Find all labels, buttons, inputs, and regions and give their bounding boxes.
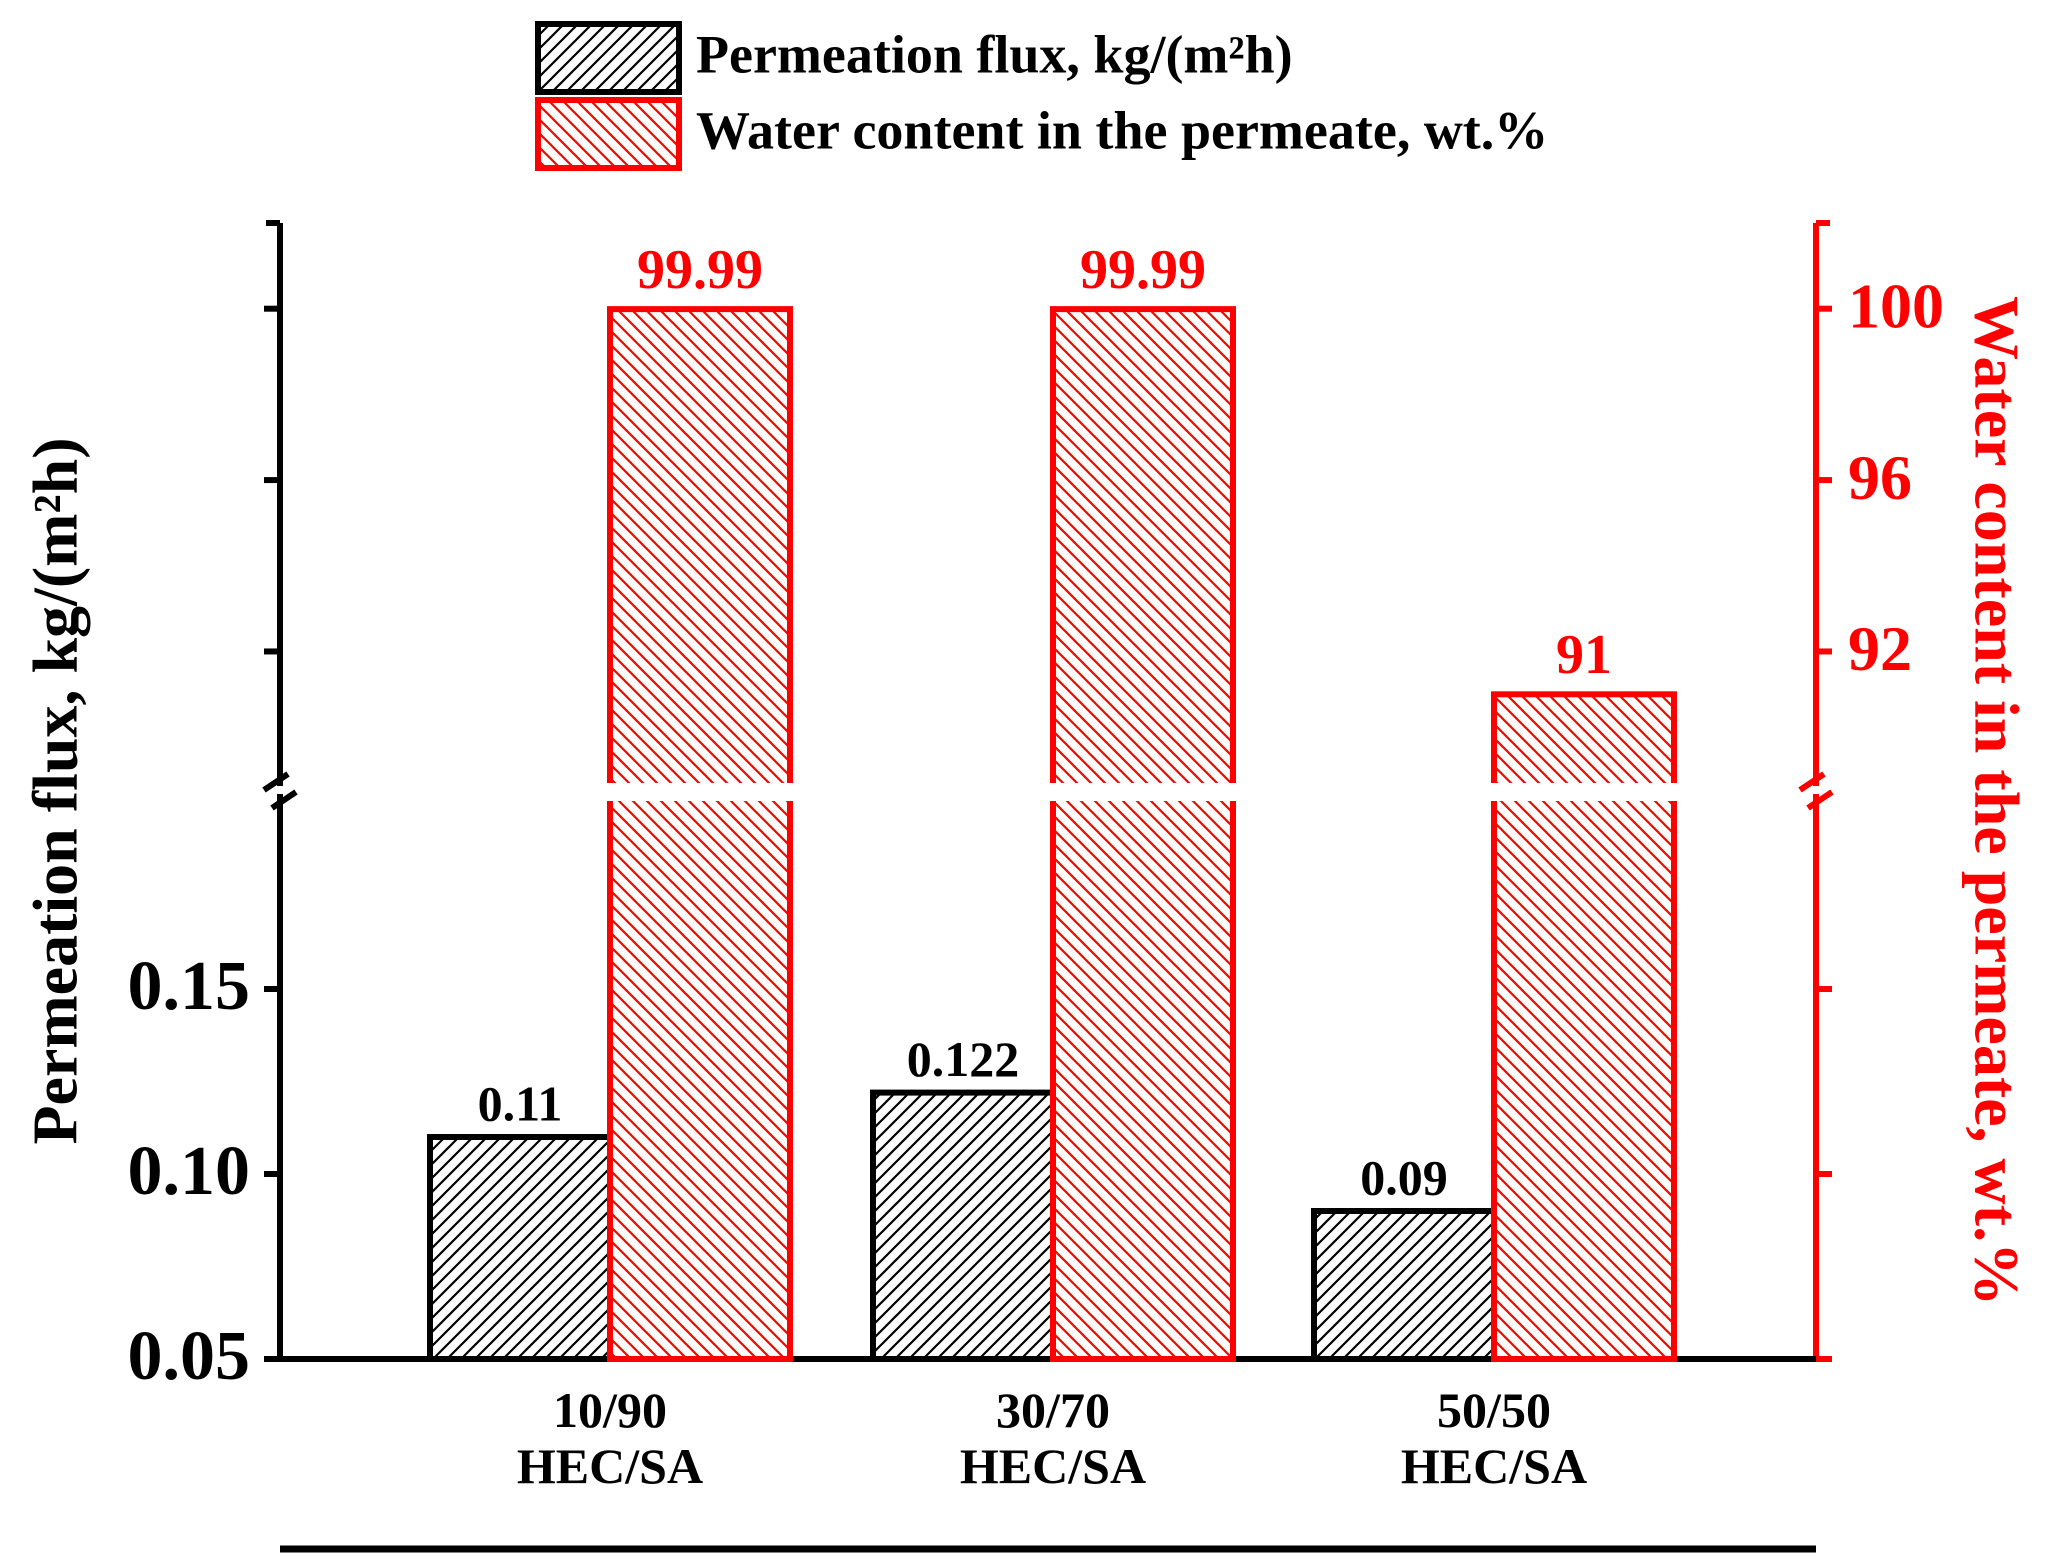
y2-tick-label: 92 xyxy=(1848,613,1912,684)
y2-tick-label: 96 xyxy=(1848,442,1912,513)
value-label: 0.11 xyxy=(478,1075,563,1131)
y2-axis-title: Water content in the permeate, wt.% xyxy=(1961,296,2032,1306)
bar-break-gap xyxy=(1047,783,1239,801)
bar xyxy=(870,1089,1056,1362)
x-tick-label: 30/70 HEC/SA xyxy=(959,1382,1147,1494)
bar-break-gap xyxy=(604,783,796,801)
x-tick-label: 50/50 HEC/SA xyxy=(1400,1382,1588,1494)
bar-break-gap xyxy=(1488,783,1680,801)
value-label: 99.99 xyxy=(637,239,763,301)
bar xyxy=(1491,691,1677,1362)
y-axis-title: Permeation flux, kg/(m²h) xyxy=(20,437,91,1144)
y2-tick-label: 100 xyxy=(1848,270,1944,341)
y-tick-label: 0.15 xyxy=(128,948,251,1025)
value-label: 0.122 xyxy=(907,1031,1020,1087)
y-tick-label: 0.05 xyxy=(128,1318,251,1395)
axis-break xyxy=(1798,771,1834,811)
x-tick-label: 10/90 HEC/SA xyxy=(516,1382,704,1494)
y-tick-label: 0.10 xyxy=(128,1133,251,1210)
legend-swatch xyxy=(535,97,682,171)
bar xyxy=(1311,1208,1497,1362)
bar xyxy=(427,1134,613,1362)
bar xyxy=(607,306,793,1363)
value-label: 0.09 xyxy=(1360,1149,1448,1205)
legend-swatch xyxy=(535,21,682,95)
value-label: 99.99 xyxy=(1080,239,1206,301)
legend-label: Water content in the permeate, wt.% xyxy=(696,100,1548,160)
legend-label: Permeation flux, kg/(m²h) xyxy=(696,24,1293,84)
bar xyxy=(1050,306,1236,1363)
axis-break xyxy=(262,771,298,811)
value-label: 91 xyxy=(1556,624,1612,686)
